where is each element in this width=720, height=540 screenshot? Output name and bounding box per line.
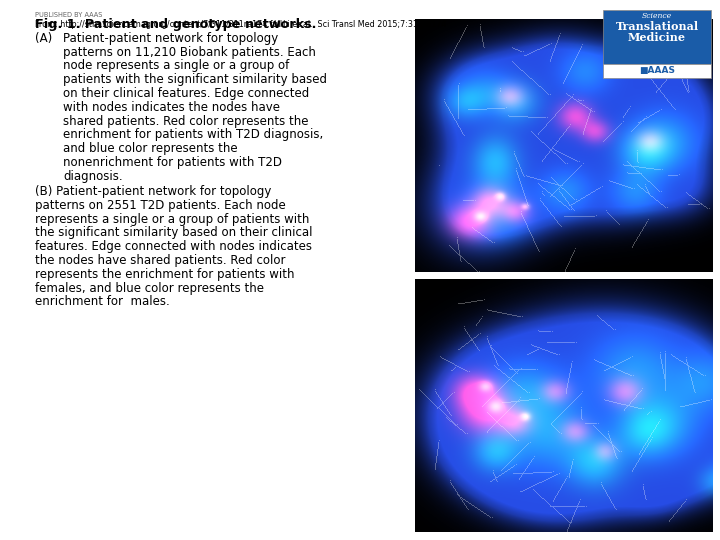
Text: features. Edge connected with nodes indicates: features. Edge connected with nodes indi… <box>35 240 312 253</box>
Bar <box>603 64 711 78</box>
Text: enrichment for patients with T2D diagnosis,: enrichment for patients with T2D diagnos… <box>63 129 323 141</box>
Text: Li Li et al., Sci Transl Med 2015;7:311ra174: Li Li et al., Sci Transl Med 2015;7:311r… <box>274 20 446 29</box>
Text: patients with the significant similarity based: patients with the significant similarity… <box>63 73 327 86</box>
Text: PUBLISHED BY AAAS: PUBLISHED BY AAAS <box>35 12 102 18</box>
Text: patterns on 2551 T2D patients. Each node: patterns on 2551 T2D patients. Each node <box>35 199 286 212</box>
Text: the significant similarity based on their clinical: the significant similarity based on thei… <box>35 226 312 239</box>
Text: the nodes have shared patients. Red color: the nodes have shared patients. Red colo… <box>35 254 286 267</box>
Text: with nodes indicates the nodes have: with nodes indicates the nodes have <box>63 101 280 114</box>
Text: on their clinical features. Edge connected: on their clinical features. Edge connect… <box>63 87 310 100</box>
Text: shared patients. Red color represents the: shared patients. Red color represents th… <box>63 114 308 127</box>
Text: Fig. 1. Patient and genotype networks.: Fig. 1. Patient and genotype networks. <box>35 18 316 31</box>
Text: (B) Patient-patient network for topology: (B) Patient-patient network for topology <box>35 185 271 198</box>
Text: (A): (A) <box>35 32 53 45</box>
Text: Patient-patient network for topology: Patient-patient network for topology <box>63 32 278 45</box>
Text: From: http://stm.sciencemag.org/content/7/311/311ra174.full: From: http://stm.sciencemag.org/content/… <box>35 20 282 29</box>
Text: represents a single or a group of patients with: represents a single or a group of patien… <box>35 213 310 226</box>
Text: represents the enrichment for patients with: represents the enrichment for patients w… <box>35 268 294 281</box>
Text: Translational: Translational <box>616 21 698 32</box>
Text: Science: Science <box>642 12 672 20</box>
Text: node represents a single or a group of: node represents a single or a group of <box>63 59 289 72</box>
Bar <box>603 10 711 64</box>
Text: nonenrichment for patients with T2D: nonenrichment for patients with T2D <box>63 156 282 169</box>
Text: females, and blue color represents the: females, and blue color represents the <box>35 281 264 295</box>
Text: enrichment for  males.: enrichment for males. <box>35 295 170 308</box>
Text: and blue color represents the: and blue color represents the <box>63 142 238 155</box>
Text: patterns on 11,210 Biobank patients. Each: patterns on 11,210 Biobank patients. Eac… <box>63 45 316 59</box>
Text: diagnosis.: diagnosis. <box>63 170 122 183</box>
Text: ■AAAS: ■AAAS <box>639 66 675 75</box>
Text: Medicine: Medicine <box>628 32 686 43</box>
